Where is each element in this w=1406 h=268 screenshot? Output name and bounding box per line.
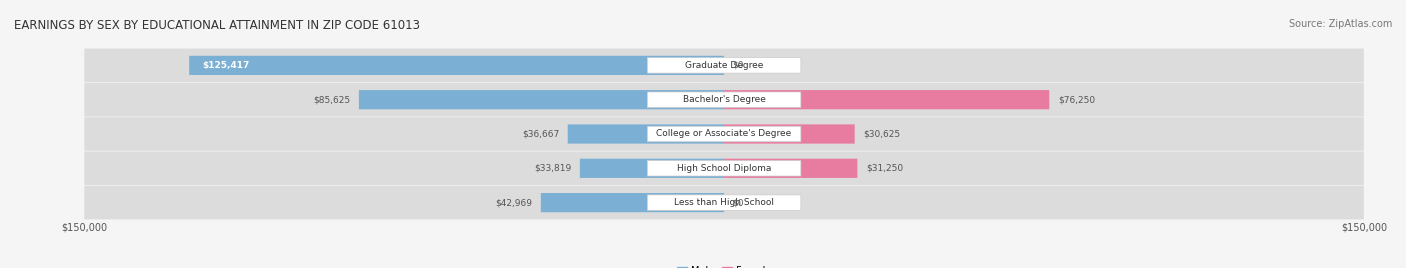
FancyBboxPatch shape bbox=[541, 193, 724, 212]
FancyBboxPatch shape bbox=[568, 124, 724, 144]
Text: High School Diploma: High School Diploma bbox=[676, 164, 772, 173]
FancyBboxPatch shape bbox=[647, 58, 801, 73]
FancyBboxPatch shape bbox=[579, 159, 724, 178]
FancyBboxPatch shape bbox=[647, 126, 801, 142]
FancyBboxPatch shape bbox=[647, 195, 801, 210]
Text: $0: $0 bbox=[733, 61, 744, 70]
Text: $0: $0 bbox=[733, 198, 744, 207]
FancyBboxPatch shape bbox=[724, 159, 858, 178]
Text: College or Associate's Degree: College or Associate's Degree bbox=[657, 129, 792, 139]
FancyBboxPatch shape bbox=[190, 56, 724, 75]
FancyBboxPatch shape bbox=[724, 90, 1049, 109]
FancyBboxPatch shape bbox=[647, 92, 801, 107]
Text: Source: ZipAtlas.com: Source: ZipAtlas.com bbox=[1288, 19, 1392, 29]
Text: $42,969: $42,969 bbox=[495, 198, 533, 207]
Text: EARNINGS BY SEX BY EDUCATIONAL ATTAINMENT IN ZIP CODE 61013: EARNINGS BY SEX BY EDUCATIONAL ATTAINMEN… bbox=[14, 19, 420, 32]
Text: $30,625: $30,625 bbox=[863, 129, 900, 139]
Text: $85,625: $85,625 bbox=[314, 95, 350, 104]
FancyBboxPatch shape bbox=[724, 124, 855, 144]
FancyBboxPatch shape bbox=[84, 49, 1364, 82]
FancyBboxPatch shape bbox=[359, 90, 724, 109]
FancyBboxPatch shape bbox=[84, 117, 1364, 151]
Legend: Male, Female: Male, Female bbox=[673, 262, 775, 268]
FancyBboxPatch shape bbox=[84, 151, 1364, 185]
Text: $31,250: $31,250 bbox=[866, 164, 903, 173]
Text: Graduate Degree: Graduate Degree bbox=[685, 61, 763, 70]
Text: Bachelor's Degree: Bachelor's Degree bbox=[683, 95, 765, 104]
Text: $33,819: $33,819 bbox=[534, 164, 571, 173]
Text: $76,250: $76,250 bbox=[1057, 95, 1095, 104]
Text: $125,417: $125,417 bbox=[202, 61, 249, 70]
FancyBboxPatch shape bbox=[84, 186, 1364, 219]
Text: $36,667: $36,667 bbox=[522, 129, 560, 139]
FancyBboxPatch shape bbox=[647, 161, 801, 176]
Text: Less than High School: Less than High School bbox=[673, 198, 775, 207]
FancyBboxPatch shape bbox=[84, 83, 1364, 117]
